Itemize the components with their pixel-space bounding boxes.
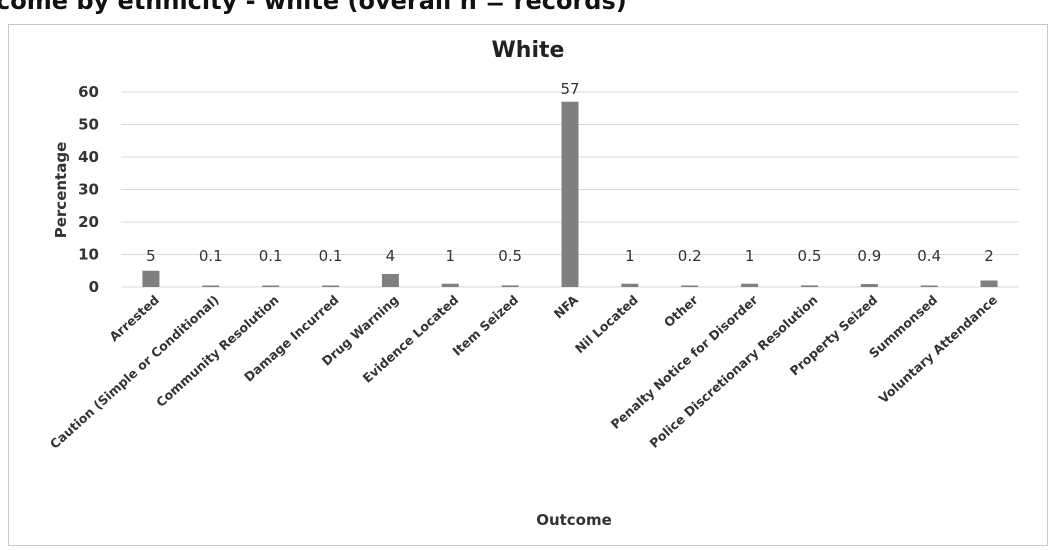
x-category-label: Voluntary Attendance [876, 292, 1000, 406]
bar [381, 274, 399, 287]
data-label: 2 [984, 247, 994, 265]
y-tick-label: 60 [78, 83, 99, 101]
data-label: 0.4 [917, 247, 941, 265]
data-label: 0.1 [199, 247, 223, 265]
chart-frame: White 0 10 20 30 40 50 60 5 0.1 0.1 0.1 4 1 0.5 57 1 0.… [8, 24, 1048, 546]
data-label: 1 [625, 247, 635, 265]
y-tick-label: 50 [78, 116, 99, 134]
data-label: 0.1 [319, 247, 343, 265]
chart-title: White [492, 38, 565, 63]
data-label: 0.5 [798, 247, 822, 265]
bar [561, 101, 579, 287]
data-labels: 5 0.1 0.1 0.1 4 1 0.5 57 1 0.2 1 0.5 0.9 0.4 2 [146, 80, 994, 265]
data-label: 0.5 [498, 247, 522, 265]
bar [860, 284, 878, 287]
x-category-label: Other [661, 292, 701, 331]
bar [142, 270, 160, 287]
bar [800, 285, 818, 287]
x-category-label: Community Resolution [153, 292, 282, 410]
y-tick-label: 40 [78, 148, 99, 166]
x-category-label: Nil Located [572, 292, 641, 356]
page-heading: come by ethnicity - white (overall n = r… [0, 0, 627, 15]
data-label: 0.2 [678, 247, 702, 265]
data-label: 57 [560, 80, 579, 98]
bars [142, 101, 998, 287]
bar [980, 280, 998, 287]
bar [621, 283, 639, 287]
data-label: 0.9 [857, 247, 881, 265]
y-axis-ticks: 0 10 20 30 40 50 60 [78, 83, 99, 296]
y-tick-label: 30 [78, 181, 99, 199]
data-label: 4 [386, 247, 396, 265]
bar [441, 283, 459, 287]
y-axis-title: Percentage [52, 142, 70, 239]
bar [262, 285, 280, 287]
y-tick-label: 0 [89, 278, 99, 296]
bar-chart: White 0 10 20 30 40 50 60 5 0.1 0.1 0.1 4 1 0.5 57 1 0.… [47, 38, 1019, 529]
y-tick-label: 20 [78, 213, 99, 231]
bar [741, 283, 759, 287]
data-label: 1 [445, 247, 455, 265]
bar [681, 285, 699, 287]
x-category-label: Arrested [106, 292, 162, 344]
bar [920, 285, 938, 287]
x-category-label: NFA [551, 292, 582, 322]
x-axis-title: Outcome [536, 511, 612, 529]
data-label: 1 [745, 247, 755, 265]
data-label: 5 [146, 247, 156, 265]
y-tick-label: 10 [78, 246, 99, 264]
bar [322, 285, 340, 287]
bar [202, 285, 220, 287]
data-label: 0.1 [259, 247, 283, 265]
bar [501, 285, 519, 287]
